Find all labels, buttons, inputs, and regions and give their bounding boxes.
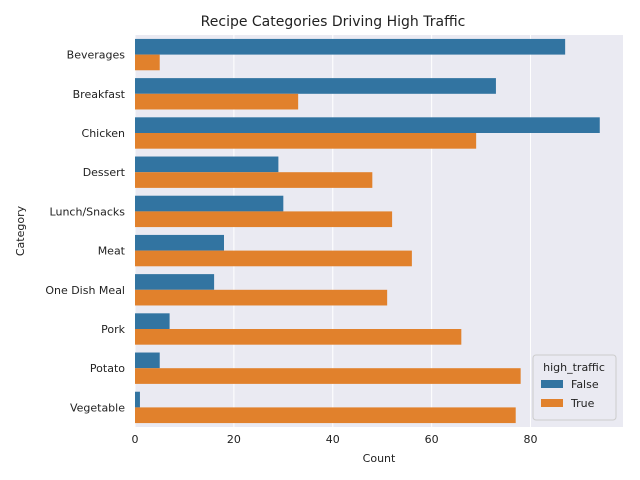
legend-swatch-false: [541, 380, 563, 388]
bar-false: [135, 117, 600, 133]
y-tick-label: Potato: [90, 362, 125, 375]
x-tick-label: 80: [524, 433, 538, 446]
legend-title: high_traffic: [543, 361, 605, 374]
legend-label-false: False: [571, 378, 599, 391]
y-tick-label: Breakfast: [73, 88, 126, 101]
x-tick-label: 0: [132, 433, 139, 446]
bar-false: [135, 274, 215, 290]
y-tick-label: One Dish Meal: [45, 284, 125, 297]
bar-true: [135, 211, 393, 228]
y-tick-label: Vegetable: [70, 401, 125, 414]
x-tick-label: 40: [326, 433, 340, 446]
y-tick-labels: Beverages Breakfast Chicken Dessert Lunch/Sn…: [45, 49, 125, 415]
x-tick-labels: 0 20 40 60 80: [132, 433, 538, 446]
bar-false: [135, 156, 279, 173]
legend-swatch-true: [541, 399, 563, 407]
bar-true: [135, 54, 160, 71]
y-tick-label: Chicken: [82, 127, 126, 140]
bar-false: [135, 313, 170, 329]
y-tick-label: Pork: [101, 323, 125, 336]
bar-true: [135, 407, 516, 424]
bar-true: [135, 368, 521, 384]
bar-true: [135, 133, 477, 149]
bar-false: [135, 195, 284, 212]
y-tick-label: Beverages: [67, 49, 126, 62]
x-tick-label: 60: [425, 433, 439, 446]
bar-false: [135, 78, 496, 94]
bar-false: [135, 352, 160, 369]
legend-label-true: True: [570, 397, 595, 410]
bar-true: [135, 93, 299, 110]
y-axis-label: Category: [14, 205, 27, 256]
bar-false: [135, 234, 224, 251]
y-tick-label: Lunch/Snacks: [50, 205, 126, 218]
y-tick-label: Meat: [98, 245, 126, 258]
x-axis-label: Count: [363, 452, 396, 465]
x-tick-label: 20: [227, 433, 241, 446]
legend: high_traffic False True: [532, 354, 617, 421]
bars: [135, 38, 600, 424]
bar-false: [135, 391, 140, 408]
bar-true: [135, 289, 388, 306]
chart-title: Recipe Categories Driving High Traffic: [201, 14, 466, 30]
bar-false: [135, 38, 566, 55]
y-tick-label: Dessert: [83, 166, 126, 179]
bar-true: [135, 250, 412, 267]
bar-true: [135, 329, 462, 345]
bar-true: [135, 172, 373, 188]
